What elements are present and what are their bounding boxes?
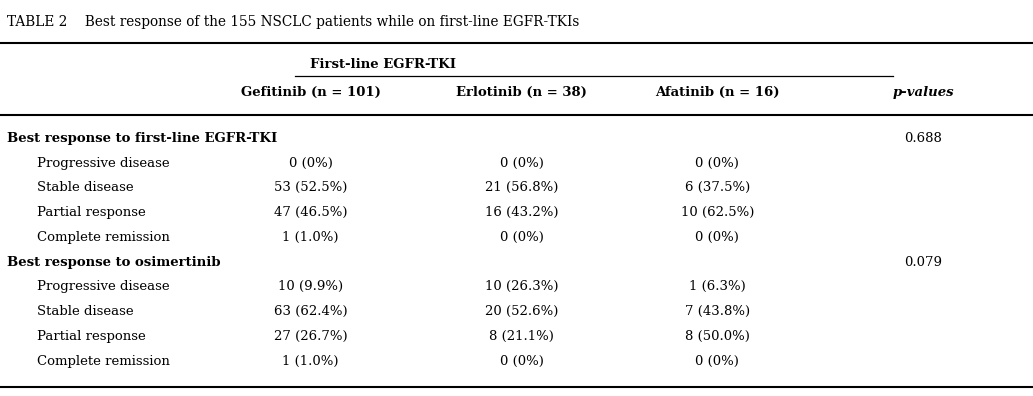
Text: 63 (62.4%): 63 (62.4%) — [274, 305, 347, 318]
Text: Partial response: Partial response — [37, 206, 147, 219]
Text: 0 (0%): 0 (0%) — [500, 231, 543, 244]
Text: 10 (26.3%): 10 (26.3%) — [484, 280, 559, 293]
Text: 0 (0%): 0 (0%) — [695, 156, 740, 169]
Text: 0 (0%): 0 (0%) — [695, 231, 740, 244]
Text: 0.688: 0.688 — [905, 132, 942, 145]
Text: 20 (52.6%): 20 (52.6%) — [484, 305, 559, 318]
Text: Complete remission: Complete remission — [37, 355, 170, 368]
Text: 1 (1.0%): 1 (1.0%) — [282, 231, 339, 244]
Text: Stable disease: Stable disease — [37, 305, 134, 318]
Text: 6 (37.5%): 6 (37.5%) — [685, 181, 750, 194]
Text: 0.079: 0.079 — [905, 255, 942, 268]
Text: 0 (0%): 0 (0%) — [695, 355, 740, 368]
Text: Progressive disease: Progressive disease — [37, 156, 170, 169]
Text: 0 (0%): 0 (0%) — [500, 355, 543, 368]
Text: Complete remission: Complete remission — [37, 231, 170, 244]
Text: First-line EGFR-TKI: First-line EGFR-TKI — [311, 58, 457, 71]
Text: Best response to osimertinib: Best response to osimertinib — [6, 255, 220, 268]
Text: 8 (21.1%): 8 (21.1%) — [490, 330, 554, 343]
Text: 1 (1.0%): 1 (1.0%) — [282, 355, 339, 368]
Text: 0 (0%): 0 (0%) — [288, 156, 333, 169]
Text: 47 (46.5%): 47 (46.5%) — [274, 206, 347, 219]
Text: Erlotinib (n = 38): Erlotinib (n = 38) — [457, 86, 587, 99]
Text: Partial response: Partial response — [37, 330, 147, 343]
Text: 10 (9.9%): 10 (9.9%) — [278, 280, 343, 293]
Text: TABLE 2    Best response of the 155 NSCLC patients while on first-line EGFR-TKIs: TABLE 2 Best response of the 155 NSCLC p… — [6, 15, 578, 29]
Text: Afatinib (n = 16): Afatinib (n = 16) — [655, 86, 780, 99]
Text: p-values: p-values — [893, 86, 954, 99]
Text: 16 (43.2%): 16 (43.2%) — [484, 206, 559, 219]
Text: Best response to first-line EGFR-TKI: Best response to first-line EGFR-TKI — [6, 132, 277, 145]
Text: 1 (6.3%): 1 (6.3%) — [689, 280, 746, 293]
Text: 53 (52.5%): 53 (52.5%) — [274, 181, 347, 194]
Text: 8 (50.0%): 8 (50.0%) — [685, 330, 750, 343]
Text: 7 (43.8%): 7 (43.8%) — [685, 305, 750, 318]
Text: Stable disease: Stable disease — [37, 181, 134, 194]
Text: Gefitinib (n = 101): Gefitinib (n = 101) — [241, 86, 380, 99]
Text: 0 (0%): 0 (0%) — [500, 156, 543, 169]
Text: Progressive disease: Progressive disease — [37, 280, 170, 293]
Text: 27 (26.7%): 27 (26.7%) — [274, 330, 347, 343]
Text: 10 (62.5%): 10 (62.5%) — [681, 206, 754, 219]
Text: 21 (56.8%): 21 (56.8%) — [484, 181, 559, 194]
